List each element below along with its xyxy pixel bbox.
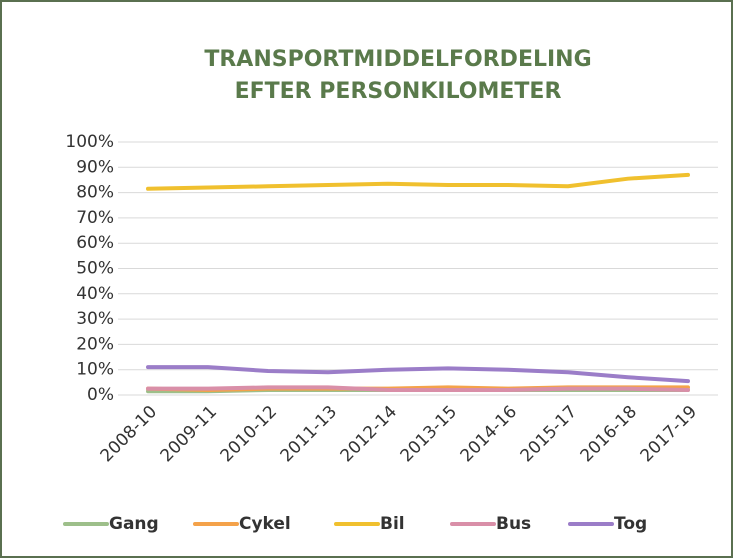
y-tick-label: 20% — [76, 334, 114, 354]
y-tick-label: 100% — [65, 132, 114, 152]
y-tick-label: 0% — [87, 385, 114, 405]
y-tick-label: 70% — [76, 208, 114, 228]
legend-label: Cykel — [239, 514, 291, 534]
y-tick-label: 30% — [76, 309, 114, 329]
series-line — [146, 172, 690, 191]
chart-title: EFTER PERSONKILOMETER — [235, 79, 562, 104]
legend-label: Bil — [380, 514, 405, 534]
y-tick-label: 80% — [76, 183, 114, 203]
legend-label: Bus — [496, 514, 531, 534]
legend-label: Tog — [614, 514, 647, 534]
legend-label: Gang — [109, 514, 159, 534]
y-tick-label: 60% — [76, 233, 114, 253]
y-tick-label: 10% — [76, 360, 114, 380]
series-line — [146, 365, 690, 384]
y-tick-label: 90% — [76, 157, 114, 177]
series-line — [146, 385, 690, 392]
chart-title: TRANSPORTMIDDELFORDELING — [204, 47, 591, 72]
y-tick-label: 40% — [76, 284, 114, 304]
y-tick-label: 50% — [76, 259, 114, 279]
